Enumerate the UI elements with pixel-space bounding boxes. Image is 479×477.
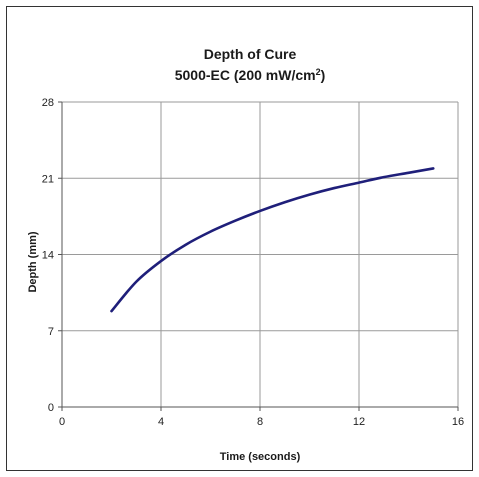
series-line-0 bbox=[110, 167, 435, 313]
chart-svg: Depth of Cure 5000-EC (200 mW/cm2) 0 7 14 2… bbox=[27, 46, 464, 463]
x-tick-label-0: 0 bbox=[59, 416, 65, 428]
x-tick-label-4: 16 bbox=[452, 416, 464, 428]
y-tick-label-0: 0 bbox=[48, 402, 54, 414]
chart-subtitle-superscript: 2 bbox=[316, 67, 321, 77]
x-axis-label: Time (seconds) bbox=[220, 451, 301, 463]
grid-layer bbox=[58, 101, 459, 411]
tick-label-layer: 0 7 14 21 28 0 4 8 12 16 bbox=[42, 97, 464, 428]
series-layer bbox=[110, 167, 435, 313]
y-tick-label-2: 14 bbox=[42, 250, 54, 262]
x-tick-label-1: 4 bbox=[158, 416, 164, 428]
chart-subtitle-prefix: 5000-EC (200 mW/cm bbox=[175, 67, 316, 83]
chart-subtitle: 5000-EC (200 mW/cm2) bbox=[175, 67, 326, 83]
y-tick-label-3: 21 bbox=[42, 173, 54, 185]
chart-frame: Depth of Cure 5000-EC (200 mW/cm2) 0 7 14 2… bbox=[6, 6, 473, 471]
x-tick-label-3: 12 bbox=[353, 416, 365, 428]
y-axis-label: Depth (mm) bbox=[27, 231, 39, 292]
x-tick-label-2: 8 bbox=[257, 416, 263, 428]
y-tick-label-4: 28 bbox=[42, 97, 54, 109]
chart-title: Depth of Cure bbox=[204, 46, 297, 62]
y-tick-label-1: 7 bbox=[48, 326, 54, 338]
chart-subtitle-suffix: ) bbox=[321, 67, 326, 83]
